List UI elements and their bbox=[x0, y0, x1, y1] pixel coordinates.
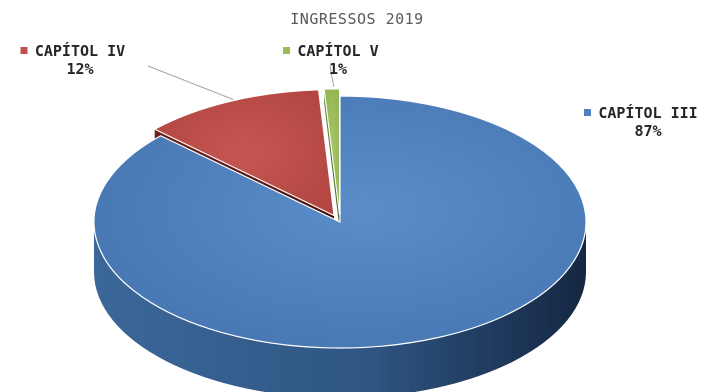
data-label-percent-0: 87% bbox=[634, 122, 661, 140]
data-label-name-0: CAPÍTOL III bbox=[598, 103, 697, 122]
leader-line-2 bbox=[329, 65, 335, 87]
data-label-name-2: CAPÍTOL V bbox=[297, 41, 378, 60]
data-label-percent-2: 1% bbox=[329, 60, 347, 78]
data-label-marker-0 bbox=[583, 109, 591, 116]
data-label-marker-2 bbox=[283, 47, 291, 54]
data-label-name-1: CAPÍTOL IV bbox=[35, 41, 125, 60]
leader-line-1 bbox=[147, 65, 234, 100]
pie-slice-cap-tol-v bbox=[323, 88, 341, 215]
pie-slice-cap-tol-iv bbox=[153, 89, 335, 217]
chart-title: INGRESSOS 2019 bbox=[290, 10, 424, 28]
pie-side-0 bbox=[94, 222, 586, 392]
data-label-marker-1 bbox=[20, 47, 28, 54]
pie-slice-cap-tol-iii bbox=[93, 95, 587, 349]
data-label-percent-1: 12% bbox=[66, 60, 93, 78]
